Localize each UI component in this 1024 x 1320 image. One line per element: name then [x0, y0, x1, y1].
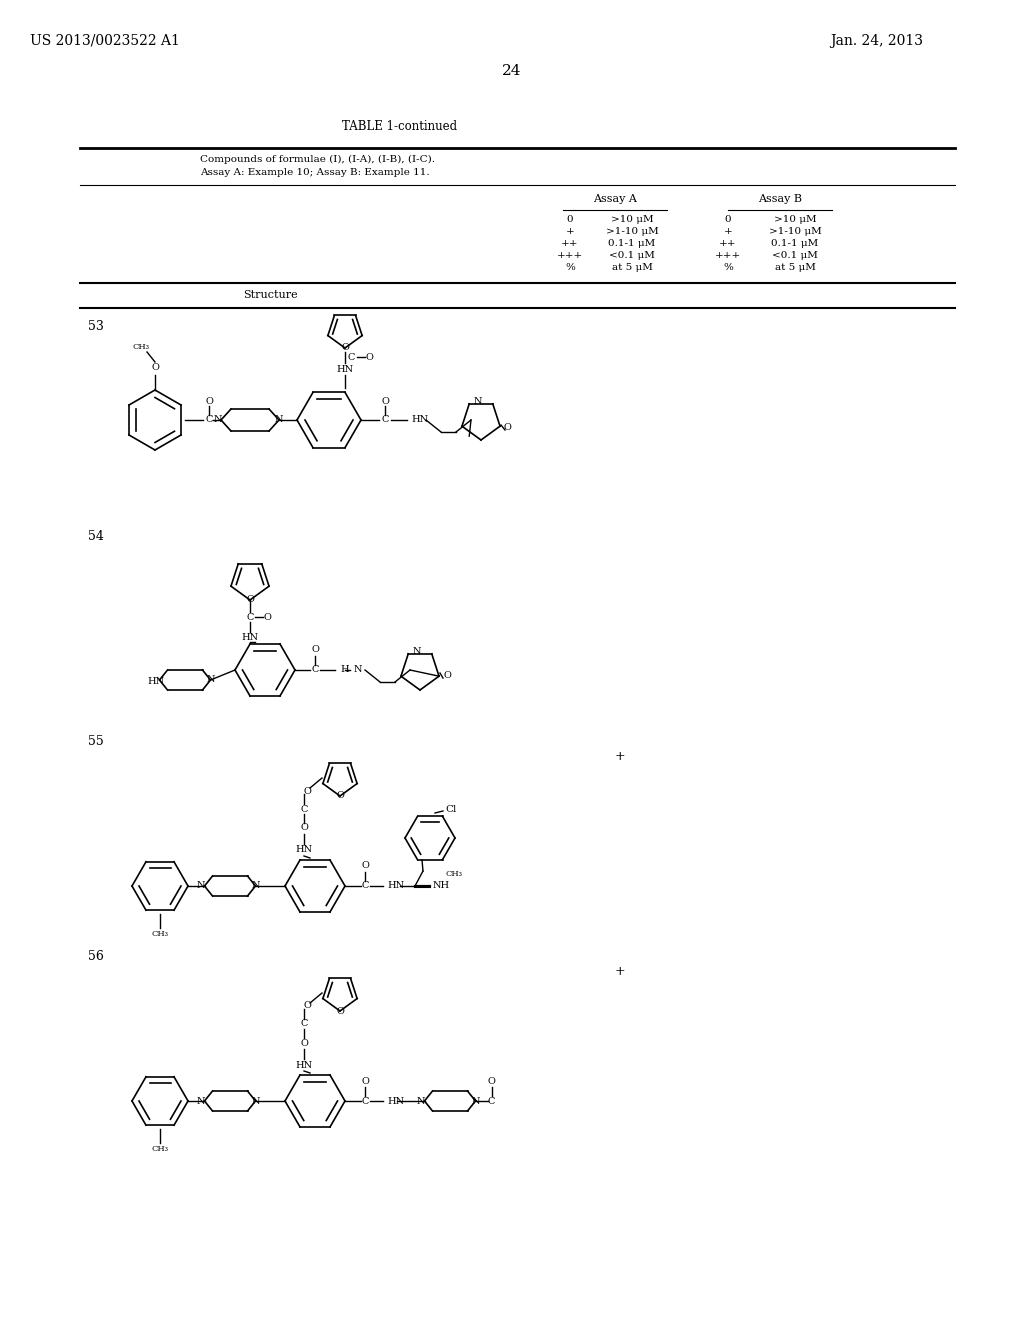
- Text: O: O: [487, 1077, 496, 1085]
- Text: C: C: [381, 416, 389, 425]
- Text: 0: 0: [725, 215, 731, 224]
- Text: O: O: [303, 787, 311, 796]
- Text: >1-10 μM: >1-10 μM: [605, 227, 658, 236]
- Text: 55: 55: [88, 735, 103, 748]
- Text: <0.1 μM: <0.1 μM: [772, 251, 818, 260]
- Text: HN: HN: [411, 416, 428, 425]
- Text: 24: 24: [502, 63, 522, 78]
- Text: Assay A: Example 10; Assay B: Example 11.: Assay A: Example 10; Assay B: Example 11…: [200, 168, 430, 177]
- Text: N: N: [471, 1097, 480, 1106]
- Text: O: O: [341, 343, 349, 352]
- Text: H: H: [340, 665, 348, 675]
- Text: N: N: [275, 416, 284, 425]
- Text: HN: HN: [146, 677, 164, 686]
- Text: Assay B: Assay B: [758, 194, 802, 205]
- Text: C: C: [487, 1097, 496, 1106]
- Text: HN: HN: [296, 846, 312, 854]
- Text: at 5 μM: at 5 μM: [774, 263, 815, 272]
- Text: >10 μM: >10 μM: [774, 215, 816, 224]
- Text: C: C: [311, 665, 318, 675]
- Text: US 2013/0023522 A1: US 2013/0023522 A1: [30, 34, 180, 48]
- Text: O: O: [361, 862, 369, 870]
- Text: NH: NH: [433, 882, 451, 891]
- Text: O: O: [504, 424, 512, 433]
- Text: HN: HN: [387, 882, 404, 891]
- Text: C: C: [361, 1097, 369, 1106]
- Text: N: N: [197, 1097, 205, 1106]
- Text: CH₃: CH₃: [445, 870, 462, 878]
- Text: >1-10 μM: >1-10 μM: [769, 227, 821, 236]
- Text: TABLE 1-continued: TABLE 1-continued: [342, 120, 458, 133]
- Text: N: N: [207, 676, 215, 685]
- Text: N: N: [197, 882, 205, 891]
- Text: +: +: [614, 965, 626, 978]
- Text: <0.1 μM: <0.1 μM: [609, 251, 655, 260]
- Text: ++: ++: [561, 239, 579, 248]
- Text: Structure: Structure: [243, 290, 297, 300]
- Text: O: O: [205, 396, 213, 405]
- Text: 0: 0: [566, 215, 573, 224]
- Text: CH₃: CH₃: [132, 343, 150, 351]
- Text: CH₃: CH₃: [152, 931, 169, 939]
- Text: O: O: [152, 363, 159, 372]
- Text: C: C: [361, 882, 369, 891]
- Text: ++: ++: [719, 239, 736, 248]
- Text: C: C: [206, 416, 213, 425]
- Text: N: N: [214, 416, 222, 425]
- Text: C: C: [300, 804, 307, 813]
- Text: N: N: [413, 647, 421, 656]
- Text: +: +: [565, 227, 574, 236]
- Text: +++: +++: [715, 251, 741, 260]
- Text: N: N: [416, 1097, 425, 1106]
- Text: 56: 56: [88, 950, 103, 964]
- Text: O: O: [303, 1002, 311, 1011]
- Text: O: O: [361, 1077, 369, 1085]
- Text: C: C: [247, 612, 254, 622]
- Text: O: O: [300, 824, 308, 833]
- Text: HN: HN: [242, 632, 259, 642]
- Text: Compounds of formulae (I), (I-A), (I-B), (I-C).: Compounds of formulae (I), (I-A), (I-B),…: [200, 154, 435, 164]
- Text: O: O: [300, 1039, 308, 1048]
- Text: %: %: [565, 263, 574, 272]
- Text: Assay A: Assay A: [593, 194, 637, 205]
- Text: CH₃: CH₃: [152, 1144, 169, 1152]
- Text: C: C: [300, 1019, 307, 1028]
- Text: Cl: Cl: [445, 805, 457, 814]
- Text: 54: 54: [88, 531, 103, 543]
- Text: 0.1-1 μM: 0.1-1 μM: [608, 239, 655, 248]
- Text: HN: HN: [296, 1060, 312, 1069]
- Text: O: O: [263, 612, 271, 622]
- Text: HN: HN: [387, 1097, 404, 1106]
- Text: HN: HN: [337, 364, 353, 374]
- Text: >10 μM: >10 μM: [610, 215, 653, 224]
- Text: O: O: [443, 671, 451, 680]
- Text: 0.1-1 μM: 0.1-1 μM: [771, 239, 818, 248]
- Text: N: N: [252, 1097, 260, 1106]
- Text: +++: +++: [557, 251, 583, 260]
- Text: O: O: [336, 1006, 344, 1015]
- Text: O: O: [311, 645, 318, 655]
- Text: 53: 53: [88, 319, 103, 333]
- Text: N: N: [252, 882, 260, 891]
- Text: +: +: [614, 750, 626, 763]
- Text: +: +: [724, 227, 732, 236]
- Text: at 5 μM: at 5 μM: [611, 263, 652, 272]
- Text: C: C: [347, 352, 354, 362]
- Text: O: O: [336, 792, 344, 800]
- Text: N: N: [354, 665, 362, 675]
- Text: O: O: [246, 595, 254, 605]
- Text: O: O: [366, 352, 373, 362]
- Text: %: %: [723, 263, 733, 272]
- Text: Jan. 24, 2013: Jan. 24, 2013: [830, 34, 923, 48]
- Text: N: N: [474, 397, 482, 407]
- Text: O: O: [381, 396, 389, 405]
